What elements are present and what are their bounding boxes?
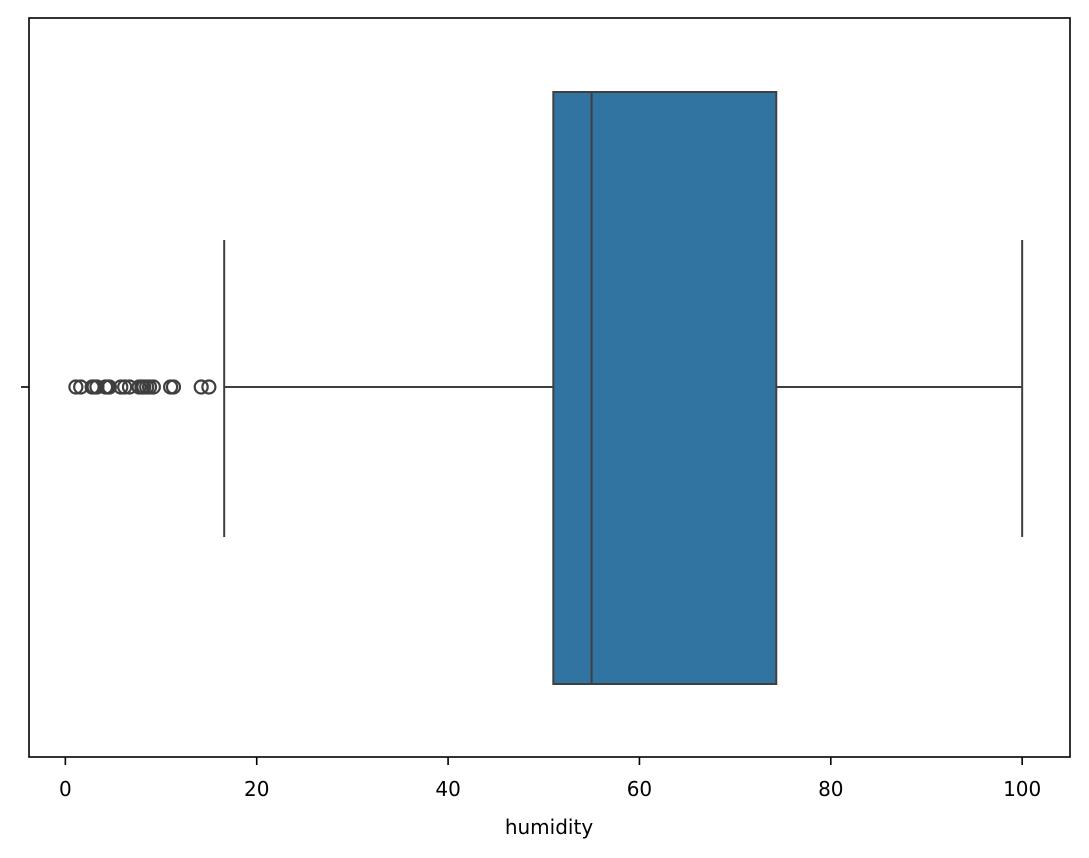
x-axis-tick-label: 20 [244,777,269,801]
outlier-point [165,379,182,395]
x-axis-tick-label: 40 [435,777,460,801]
outlier-point [201,379,217,395]
interquartile-box [552,91,778,685]
x-axis-tick-label: 60 [627,777,652,801]
x-axis-tick-label: 100 [1003,777,1041,801]
outlier-point [68,379,84,395]
outlier-point [117,379,133,395]
x-axis-label: humidity [505,815,593,839]
plot-area [68,91,1024,685]
outlier-point [145,379,161,395]
outlier-point [101,379,117,395]
x-axis: 0 20 40 60 80 100 [59,757,1041,801]
x-axis-tick-label: 0 [59,777,72,801]
outlier-point [193,379,209,395]
x-axis-tick-label: 80 [818,777,843,801]
